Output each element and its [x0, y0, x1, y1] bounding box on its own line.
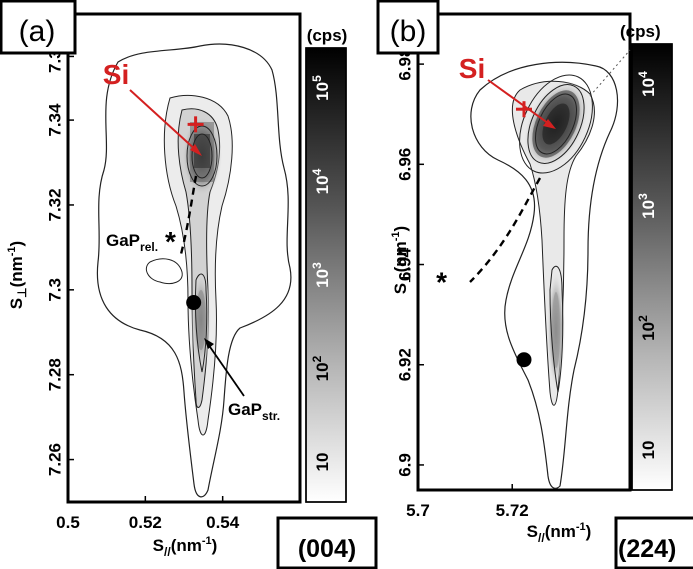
panel-b-colorbar — [631, 43, 673, 491]
panel-b-axes: 5.7 5.72 6.9 6.92 6.94 6.96 6.98 — [395, 48, 528, 520]
panel-a-outer-contour — [96, 43, 292, 498]
panel-b-relax-line — [469, 177, 542, 283]
panel-b-label-box — [376, 0, 440, 55]
y-tick-label: 7.32 — [45, 188, 64, 221]
panel-a-map — [96, 43, 292, 498]
panel-a: 0.5 0.52 0.547.267.287.37.327.347.34 S⊥(nm… — [0, 0, 378, 569]
panel-b: 5.7 5.72 6.9 6.92 6.94 6.96 6.98 S⊥(nm-1) S//(… — [376, 0, 693, 569]
panel-a-gaprel-label: GaPrel. — [106, 231, 158, 254]
colorbar-tick-label: 104 — [310, 168, 332, 194]
x-tick-label: 0.52 — [129, 513, 162, 532]
gap-strained-marker — [516, 352, 532, 368]
gap-relaxed-marker: * — [436, 267, 447, 298]
panel-a-label-box — [0, 0, 77, 55]
panel-b-reflection-box — [614, 516, 693, 569]
y-tick-label: 7.28 — [45, 358, 64, 391]
colorbar-tick-label: 104 — [636, 71, 658, 97]
colorbar-tick-label: 103 — [636, 193, 658, 219]
x-tick-label: 5.7 — [406, 501, 430, 520]
y-tick-label: 6.9 — [395, 453, 414, 477]
panel-b-colorbar-ticks: 104 103 102 10 — [636, 71, 658, 460]
colorbar-tick-label: 102 — [310, 355, 332, 381]
panel-b-si-label: Si — [459, 53, 485, 84]
gap-strained-marker — [186, 295, 202, 311]
panel-a-label: (a) — [19, 15, 56, 48]
colorbar-tick-label: 105 — [310, 75, 332, 101]
y-tick-label: 6.94 — [395, 247, 414, 281]
panel-a-peaks: * — [165, 116, 204, 311]
panel-a-cbar-unit: (cps) — [307, 26, 348, 45]
panel-a-ylabel: S⊥(nm-1) — [6, 241, 29, 309]
x-tick-label: 0.54 — [206, 513, 240, 532]
x-tick-label: 0.5 — [56, 513, 80, 532]
y-tick-label: 7.26 — [45, 443, 64, 476]
panel-a-reflection: (004) — [298, 535, 356, 563]
colorbar-tick-label: 10 — [313, 453, 332, 472]
y-tick-label: 6.96 — [395, 148, 414, 181]
panel-a-small-contour — [145, 258, 183, 285]
panel-b-plot-frame — [416, 12, 632, 492]
panel-b-peaks: * — [436, 101, 532, 368]
gap-relaxed-marker: * — [165, 226, 176, 257]
colorbar-tick-label: 102 — [636, 315, 658, 341]
panel-b-outer-contour — [470, 61, 619, 489]
panel-b-map — [469, 49, 631, 489]
panel-a-si-label: Si — [103, 59, 129, 90]
colorbar-tick-label: 103 — [310, 262, 332, 288]
colorbar-tick-label: 10 — [639, 441, 658, 460]
y-tick-label: 6.98 — [395, 48, 414, 81]
panel-a-colorbar — [305, 47, 347, 503]
x-tick-label: 5.72 — [496, 501, 529, 520]
panel-a-relax-line — [178, 175, 198, 259]
panel-b-label: (b) — [390, 15, 427, 48]
panel-b-reflection: (224) — [618, 535, 676, 563]
panel-a-xlabel: S//(nm-1) — [153, 535, 218, 559]
panel-a-gapstr-label: GaPstr. — [228, 400, 280, 423]
y-tick-label: 6.92 — [395, 348, 414, 381]
panel-a-reflection-box — [276, 516, 378, 569]
panel-b-xlabel: S//(nm-1) — [527, 521, 592, 545]
panel-a-colorbar-ticks: 105 104 103 102 10 — [310, 75, 332, 472]
y-tick-label: 7.34 — [45, 103, 64, 137]
panel-b-ylabel: S⊥(nm-1) — [390, 226, 413, 294]
panel-b-cbar-unit: (cps) — [620, 22, 661, 41]
y-tick-label: 7.3 — [45, 278, 64, 302]
